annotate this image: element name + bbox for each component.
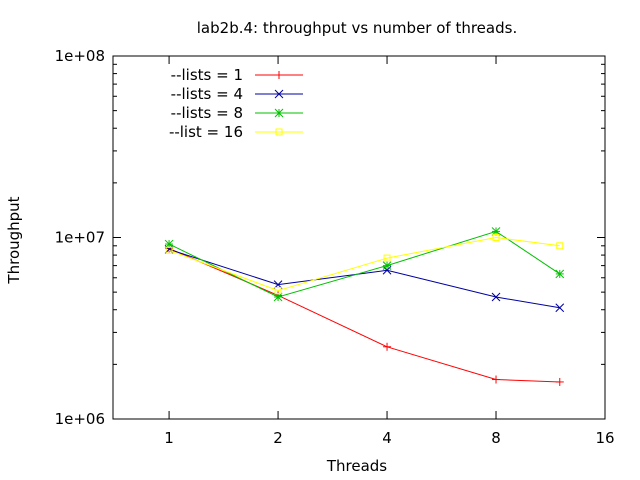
y-tick-label: 1e+08 (55, 47, 105, 65)
data-point (275, 71, 283, 79)
series (165, 234, 564, 295)
x-tick-label: 1 (164, 429, 174, 447)
series (164, 227, 565, 302)
data-point (555, 303, 565, 313)
x-tick-label: 16 (595, 429, 614, 447)
legend-label: --list = 16 (169, 123, 243, 141)
y-tick-label: 1e+07 (55, 229, 105, 247)
x-tick-label: 4 (382, 429, 392, 447)
series-line (168, 236, 560, 292)
marker-stroke (382, 261, 392, 270)
marker-stroke (274, 89, 284, 99)
series (165, 244, 564, 386)
data-point (492, 375, 501, 384)
data-point (274, 89, 284, 99)
series-line (168, 230, 561, 298)
legend-entry: --lists = 4 (171, 85, 303, 103)
legend-entry: --list = 16 (169, 123, 303, 141)
marker-stroke (274, 108, 284, 118)
data-point (555, 269, 565, 279)
chart-title: lab2b.4: throughput vs number of threads… (197, 19, 517, 37)
data-point (556, 242, 564, 250)
series (164, 245, 565, 313)
data-point (274, 108, 284, 118)
data-point (555, 377, 564, 386)
marker-stroke (164, 239, 174, 249)
data-point (492, 234, 500, 241)
marker-stroke (165, 246, 173, 254)
x-tick-label: 8 (491, 429, 501, 447)
data-point (273, 292, 283, 302)
marker-stroke (273, 292, 283, 302)
marker-stroke (492, 234, 500, 241)
y-axis-label: Throughput (5, 196, 23, 284)
legend-label: --lists = 1 (171, 66, 243, 84)
legend: --lists = 1--lists = 4--lists = 8--list … (169, 66, 303, 141)
y-tick-label: 1e+06 (55, 410, 105, 428)
data-point (165, 246, 173, 254)
marker-stroke (275, 128, 283, 136)
x-tick-label: 2 (273, 429, 283, 447)
axis-layer: 1 2 4 8 16 1e+06 1e+07 1e+08 (55, 47, 615, 447)
series-line (168, 248, 560, 309)
legend-entry: --lists = 1 (171, 66, 303, 84)
series-layer (164, 227, 565, 386)
marker-stroke (555, 303, 565, 313)
data-point (164, 239, 174, 249)
data-point (383, 342, 392, 351)
legend-entry: --lists = 8 (171, 104, 303, 122)
data-point (491, 292, 501, 302)
data-point (275, 128, 283, 136)
marker-stroke (555, 269, 565, 279)
data-point (274, 287, 282, 295)
marker-stroke (383, 254, 391, 262)
marker-stroke (556, 242, 564, 250)
marker-stroke (274, 287, 282, 295)
legend-label: --lists = 8 (171, 104, 243, 122)
x-axis-label: Threads (326, 457, 387, 475)
marker-stroke (491, 292, 501, 302)
data-point (382, 261, 392, 270)
data-point (383, 254, 391, 262)
legend-label: --lists = 4 (171, 85, 243, 103)
